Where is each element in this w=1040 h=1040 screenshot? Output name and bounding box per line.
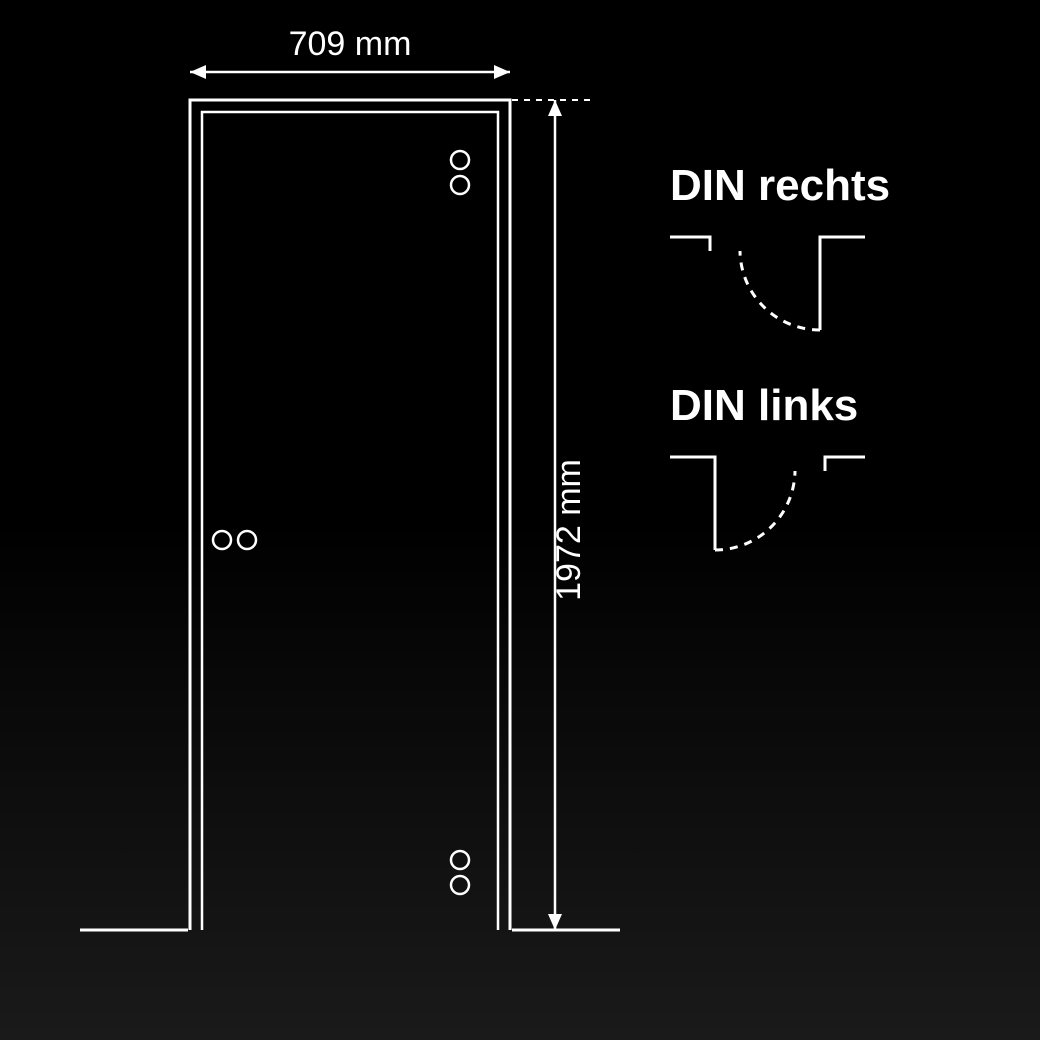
width-dimension: 709 mm <box>190 25 510 79</box>
width-label: 709 mm <box>289 25 412 63</box>
door-panel <box>202 112 498 930</box>
din-rechts-label: DIN rechts <box>670 161 890 210</box>
din-links-label: DIN links <box>670 381 858 430</box>
din-rechts-icon <box>670 237 865 330</box>
din-links-group: DIN links <box>670 381 865 550</box>
door-frame <box>190 100 510 930</box>
hinge-circle <box>451 151 469 169</box>
handle-circle <box>238 531 256 549</box>
hinge-circle <box>451 851 469 869</box>
hinge-circle <box>451 176 469 194</box>
din-links-icon <box>670 457 865 550</box>
height-dimension: 1972 mm <box>512 100 590 930</box>
din-rechts-group: DIN rechts <box>670 161 890 330</box>
height-label: 1972 mm <box>550 459 588 601</box>
hinge-circle <box>451 876 469 894</box>
handle-circle <box>213 531 231 549</box>
door-dimension-diagram: 709 mm 1972 mm DIN rechts DIN links <box>0 0 1040 1040</box>
